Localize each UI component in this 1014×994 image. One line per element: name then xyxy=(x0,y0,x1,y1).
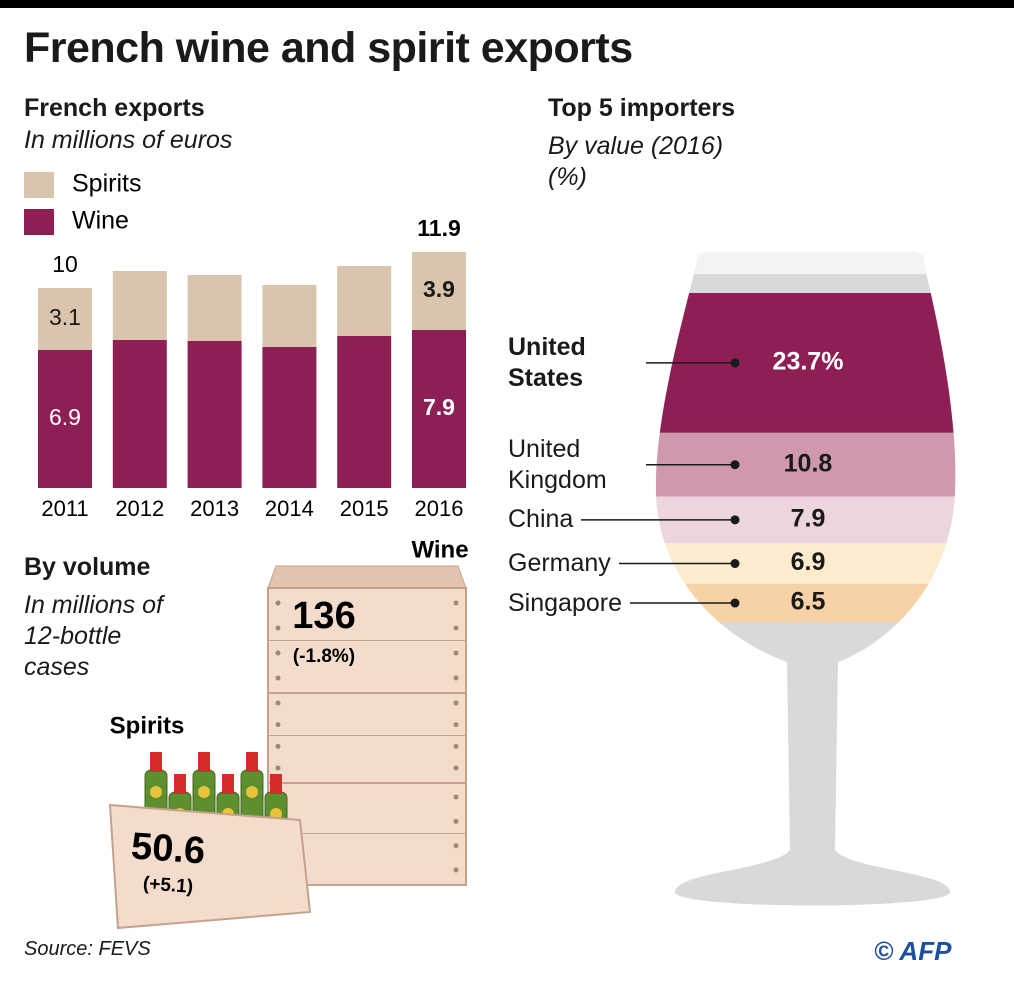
x-tick-label: 2016 xyxy=(415,496,464,521)
data-label: 23.7% xyxy=(773,348,844,376)
crate-nail xyxy=(453,675,459,681)
crate-nail xyxy=(453,743,459,749)
total-label: 10 xyxy=(52,251,78,277)
crate-nail xyxy=(453,818,459,824)
bottle-cap xyxy=(198,752,210,772)
volume-subtitle: In millions of 12-bottle cases xyxy=(24,591,163,681)
bar-segment xyxy=(412,252,466,330)
data-label: 10.8 xyxy=(784,449,833,477)
legend-swatch xyxy=(24,172,54,198)
leader-dot xyxy=(730,358,740,368)
bottle-cap xyxy=(222,774,234,794)
category-label: Singapore xyxy=(508,588,622,617)
category-label: United States xyxy=(508,332,586,392)
bar-segment xyxy=(412,330,466,488)
leader-dot xyxy=(730,559,740,569)
value-label: 50.6 xyxy=(130,826,207,873)
bottle-cap xyxy=(174,774,186,794)
crate-nail xyxy=(453,650,459,656)
crate-nail xyxy=(275,600,281,606)
bar-segment xyxy=(38,350,92,488)
crate-nail xyxy=(453,722,459,728)
bottle-seal xyxy=(150,786,162,798)
crate-nail xyxy=(275,675,281,681)
bar-segment xyxy=(337,336,392,488)
bottle-seal xyxy=(198,786,210,798)
value-label: 136 xyxy=(292,595,355,637)
leader-dot xyxy=(730,515,740,525)
page-title: French wine and spirit exports xyxy=(24,24,633,72)
bar-subtitle: In millions of euros xyxy=(24,126,233,154)
leader-dot xyxy=(730,460,740,470)
source: Source: FEVS xyxy=(24,938,151,960)
category-label: Wine xyxy=(411,536,468,563)
crate-nail xyxy=(275,650,281,656)
bar-segment xyxy=(337,266,392,336)
data-label: 7.9 xyxy=(423,394,455,420)
crate-nail xyxy=(453,765,459,771)
importers-title: Top 5 importers xyxy=(548,94,736,122)
crate-nail xyxy=(453,625,459,631)
bottle-seal xyxy=(246,786,258,798)
category-label: Spirits xyxy=(110,712,185,739)
crate-nail xyxy=(453,867,459,873)
top-bar xyxy=(0,0,1014,8)
total-label: 11.9 xyxy=(417,215,461,241)
category-label: China xyxy=(508,505,574,534)
crate-nail xyxy=(275,743,281,749)
crate-face xyxy=(108,803,312,930)
bottle-cap xyxy=(270,774,282,794)
crate-nail xyxy=(453,600,459,606)
data-label: 7.9 xyxy=(791,504,826,532)
bar-segment xyxy=(112,340,167,488)
leader-dot xyxy=(730,598,740,608)
legend-label: Wine xyxy=(72,207,129,235)
crate-nail xyxy=(275,700,281,706)
data-label: 3.9 xyxy=(423,276,455,302)
category-label: United Kingdom xyxy=(508,434,607,494)
bar-segment xyxy=(262,285,317,347)
bar-segment xyxy=(38,288,92,350)
change-label: (+5.1) xyxy=(142,873,194,897)
data-label: 3.1 xyxy=(49,304,81,330)
legend-label: Spirits xyxy=(72,170,141,198)
data-label: 6.9 xyxy=(791,548,826,576)
crate-top xyxy=(267,565,467,589)
bottle-cap xyxy=(150,752,162,772)
crate-nail xyxy=(453,843,459,849)
bar-segment xyxy=(112,271,167,340)
crate-nail xyxy=(453,794,459,800)
bar-segment xyxy=(187,341,242,488)
importers-subtitle: By value (2016) (%) xyxy=(548,132,724,191)
bar-title: French exports xyxy=(24,94,205,122)
change-label: (-1.8%) xyxy=(293,646,355,667)
volume-title: By volume xyxy=(24,553,151,581)
crate-nail xyxy=(275,722,281,728)
crate-nail xyxy=(275,625,281,631)
bar-segment xyxy=(262,347,317,488)
legend-swatch xyxy=(24,209,54,235)
x-tick-label: 2015 xyxy=(340,496,389,521)
x-tick-label: 2013 xyxy=(190,496,239,521)
glass-rim xyxy=(690,252,930,274)
category-label: Germany xyxy=(508,549,611,577)
x-tick-label: 2014 xyxy=(265,496,314,521)
bar-segment xyxy=(187,275,242,341)
crate xyxy=(267,565,467,694)
crate-nail xyxy=(275,765,281,771)
bottle-cap xyxy=(246,752,258,772)
crate-nail xyxy=(453,700,459,706)
data-label: 6.9 xyxy=(49,404,81,430)
data-label: 6.5 xyxy=(791,588,826,616)
credit: © AFP xyxy=(874,936,952,966)
x-tick-label: 2012 xyxy=(115,496,164,521)
crate xyxy=(108,803,312,930)
x-tick-label: 2011 xyxy=(41,496,88,521)
